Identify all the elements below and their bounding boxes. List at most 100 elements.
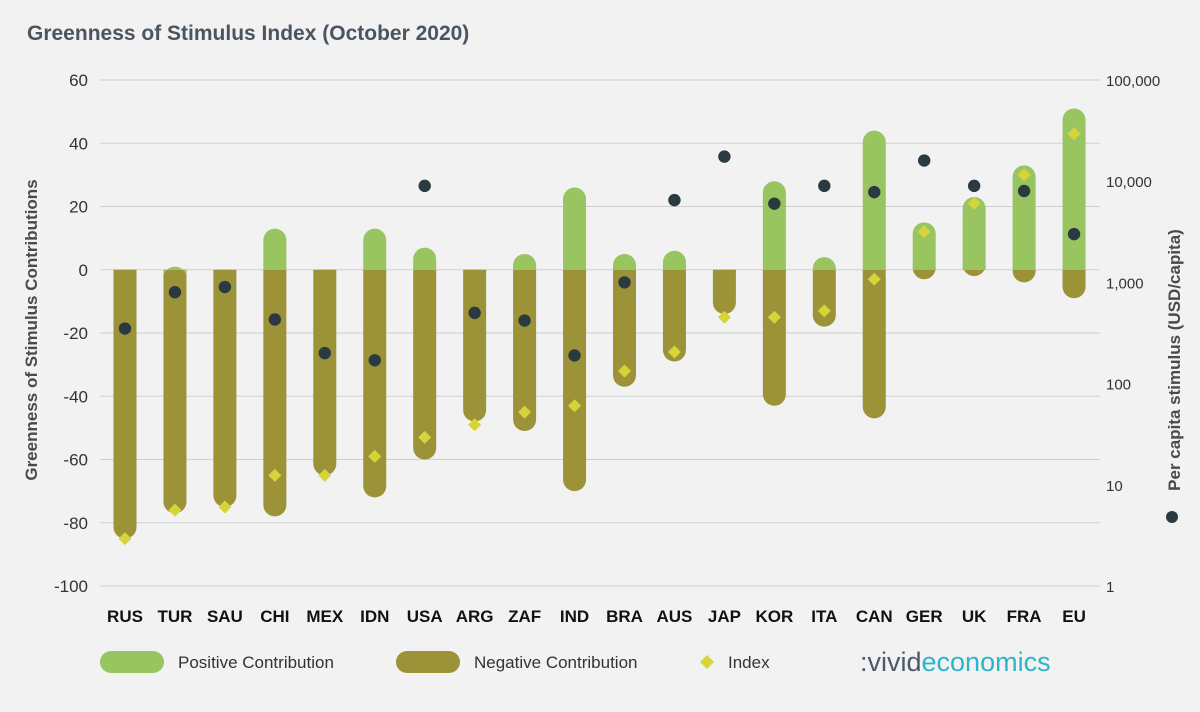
negative-bar [563,269,587,492]
category-label: IND [560,607,589,626]
per-capita-dot [418,179,431,193]
positive-bar [413,247,437,270]
grid [100,79,1100,587]
svg-text::vivideconomics: :vivideconomics [860,647,1051,677]
negative-bar [113,269,137,539]
category-label: CHI [260,607,289,626]
y2-axis-marker-icon [1166,511,1178,523]
positive-bar [163,266,187,279]
y-tick-label: 40 [69,134,88,153]
legend-label-negative: Negative Contribution [474,653,637,672]
index-marker [368,449,382,463]
category-label: UK [962,607,987,626]
category-label: TUR [157,607,192,626]
negative-bar [163,269,187,514]
legend: Positive Contribution Negative Contributi… [100,651,770,673]
y2-axis-label: Per capita stimulus (USD/capita) [1165,229,1184,491]
y-tick-label: 0 [79,261,88,280]
negative-bar [762,269,786,406]
category-label: BRA [606,607,643,626]
negative-bar [1012,269,1036,283]
positive-bar [563,187,587,270]
index-marker [218,500,232,514]
category-label: SAU [207,607,243,626]
negative-bar [263,269,287,517]
bars [113,108,1086,539]
chart-title: Greenness of Stimulus Index (October 202… [27,22,469,45]
index-marker [867,272,881,286]
brand-logo: :vivideconomics [860,647,1051,677]
y-tick-label: -40 [63,387,88,406]
y-tick-label: 20 [69,198,88,217]
y2-tick-label: 10,000 [1106,174,1152,191]
category-label: EU [1062,607,1086,626]
category-label: CAN [856,607,893,626]
negative-bar [463,269,487,422]
per-capita-dot [618,276,631,289]
index-marker [767,310,781,324]
per-capita-dot [368,354,381,367]
y-tick-label: -80 [63,514,88,533]
positive-bar [762,181,786,270]
per-capita-dot [218,280,232,294]
index-marker [917,225,931,239]
negative-bar [712,269,736,315]
category-label: ZAF [508,607,541,626]
per-capita-dot [918,154,931,167]
index-marker [268,468,282,482]
legend-label-index: Index [728,653,770,672]
y-tick-label: -100 [54,577,88,596]
legend-swatch-negative [396,651,460,673]
per-capita-dot [668,193,681,207]
y-tick-label: 60 [69,71,88,90]
right-axis: 100,000 10,000 1,000 100 10 1 [1106,73,1160,596]
per-capita-dot [568,349,581,362]
markers [118,127,1081,546]
left-axis: 60 40 20 0 -20 -40 -60 -80 -100 [54,71,88,596]
positive-bar [912,222,936,270]
negative-bar [912,267,936,280]
per-capita-dot [1067,227,1081,241]
negative-bar [962,264,986,277]
negative-bar [662,269,686,362]
per-capita-dot [518,314,531,327]
legend-swatch-index [700,655,714,669]
per-capita-dot [468,306,481,320]
negative-bar [812,269,836,327]
positive-bar [613,253,636,270]
category-label: JAP [708,607,741,626]
per-capita-dot [967,179,981,193]
positive-bar [263,228,287,270]
index-marker [518,405,532,419]
index-marker [967,196,981,210]
positive-bar [812,257,836,270]
y2-tick-label: 100 [1106,377,1131,394]
negative-bar [363,269,387,498]
index-marker [717,310,731,324]
positive-bar [962,197,986,270]
y2-tick-label: 1 [1106,579,1114,596]
brand-suffix: economics [922,647,1051,677]
legend-swatch-positive [100,651,164,673]
positive-bar [513,253,537,270]
index-marker [568,399,582,413]
index-marker [618,364,631,378]
category-label: USA [407,607,443,626]
index-marker [667,345,681,359]
y2-tick-label: 1,000 [1106,275,1144,292]
category-label: GER [906,607,943,626]
index-marker [817,304,831,318]
index-marker [118,532,132,546]
negative-bar [413,269,437,460]
index-marker [468,418,482,432]
per-capita-dot [868,185,881,199]
negative-bar [613,269,636,387]
category-label: FRA [1007,607,1042,626]
brand-prefix: :vivid [860,647,922,677]
category-label: RUS [107,607,143,626]
category-labels: RUS TUR SAU CHI MEX IDN USA ARG ZAF IND BRA AUS JAP K… [107,607,1086,626]
per-capita-dot [268,313,282,326]
y-axis-label: Greenness of Stimulus Contributions [22,179,41,480]
positive-bar [1062,108,1086,270]
index-marker [1017,168,1031,182]
